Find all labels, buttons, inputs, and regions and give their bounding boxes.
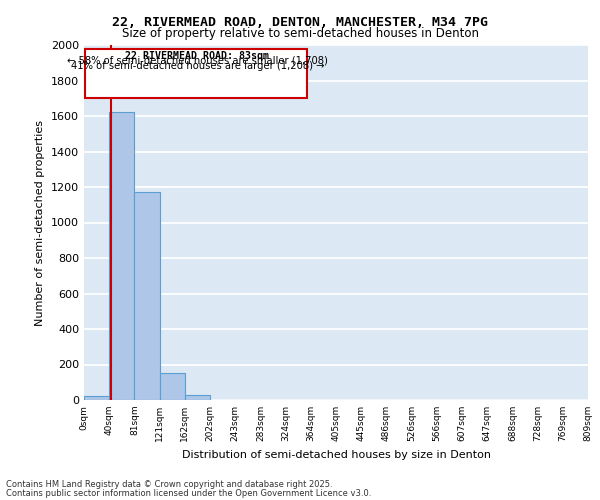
Bar <box>134 192 160 400</box>
Text: 22, RIVERMEAD ROAD, DENTON, MANCHESTER, M34 7PG: 22, RIVERMEAD ROAD, DENTON, MANCHESTER, … <box>112 16 488 29</box>
X-axis label: Distribution of semi-detached houses by size in Denton: Distribution of semi-detached houses by … <box>182 450 491 460</box>
Bar <box>109 112 134 400</box>
Text: Contains HM Land Registry data © Crown copyright and database right 2025.: Contains HM Land Registry data © Crown c… <box>6 480 332 489</box>
Y-axis label: Number of semi-detached properties: Number of semi-detached properties <box>35 120 46 326</box>
Bar <box>84 396 109 400</box>
Bar <box>160 374 185 400</box>
Text: Contains public sector information licensed under the Open Government Licence v3: Contains public sector information licen… <box>6 488 371 498</box>
Text: 41% of semi-detached houses are larger (1,208) →: 41% of semi-detached houses are larger (… <box>71 60 324 70</box>
Text: 22 RIVERMEAD ROAD: 83sqm: 22 RIVERMEAD ROAD: 83sqm <box>125 50 269 60</box>
Text: ← 58% of semi-detached houses are smaller (1,708): ← 58% of semi-detached houses are smalle… <box>67 56 328 66</box>
Bar <box>185 395 210 400</box>
Text: Size of property relative to semi-detached houses in Denton: Size of property relative to semi-detach… <box>121 28 479 40</box>
FancyBboxPatch shape <box>85 48 307 98</box>
